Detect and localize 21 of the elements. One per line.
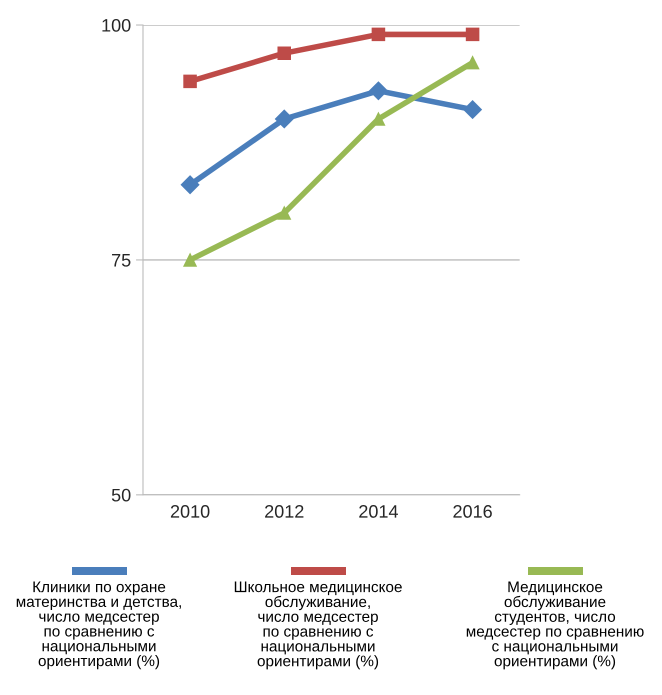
y-tick-label: 50: [112, 488, 130, 502]
x-tick-label: 2010: [170, 505, 210, 518]
point: [466, 56, 480, 70]
point: [180, 175, 200, 194]
point: [274, 110, 294, 128]
x-tick-label: 2014: [359, 505, 398, 518]
point: [369, 81, 388, 100]
x-tick-label: 2016: [453, 505, 492, 518]
point: [466, 28, 480, 42]
y-tick-label: 75: [112, 254, 130, 267]
point: [277, 46, 292, 60]
y-tick-label: 100: [102, 18, 130, 32]
legend-label: Медицинское обслуживание студентов, число медсестер по сравнению с национальными ориентирами (%): [466, 582, 644, 670]
point: [183, 74, 197, 88]
point: [372, 28, 386, 42]
x-tick-label: 2012: [265, 505, 304, 518]
legend-label: Школьное медицинское обслуживание, число медсестер по сравнению с национальными ориентирами (%): [234, 582, 402, 670]
point: [183, 253, 197, 267]
point: [277, 206, 292, 220]
point: [463, 100, 482, 119]
legend-label: Клиники по охране материнства и детства, число медсестер по сравнению с национальными ориентирами (%): [16, 582, 181, 670]
